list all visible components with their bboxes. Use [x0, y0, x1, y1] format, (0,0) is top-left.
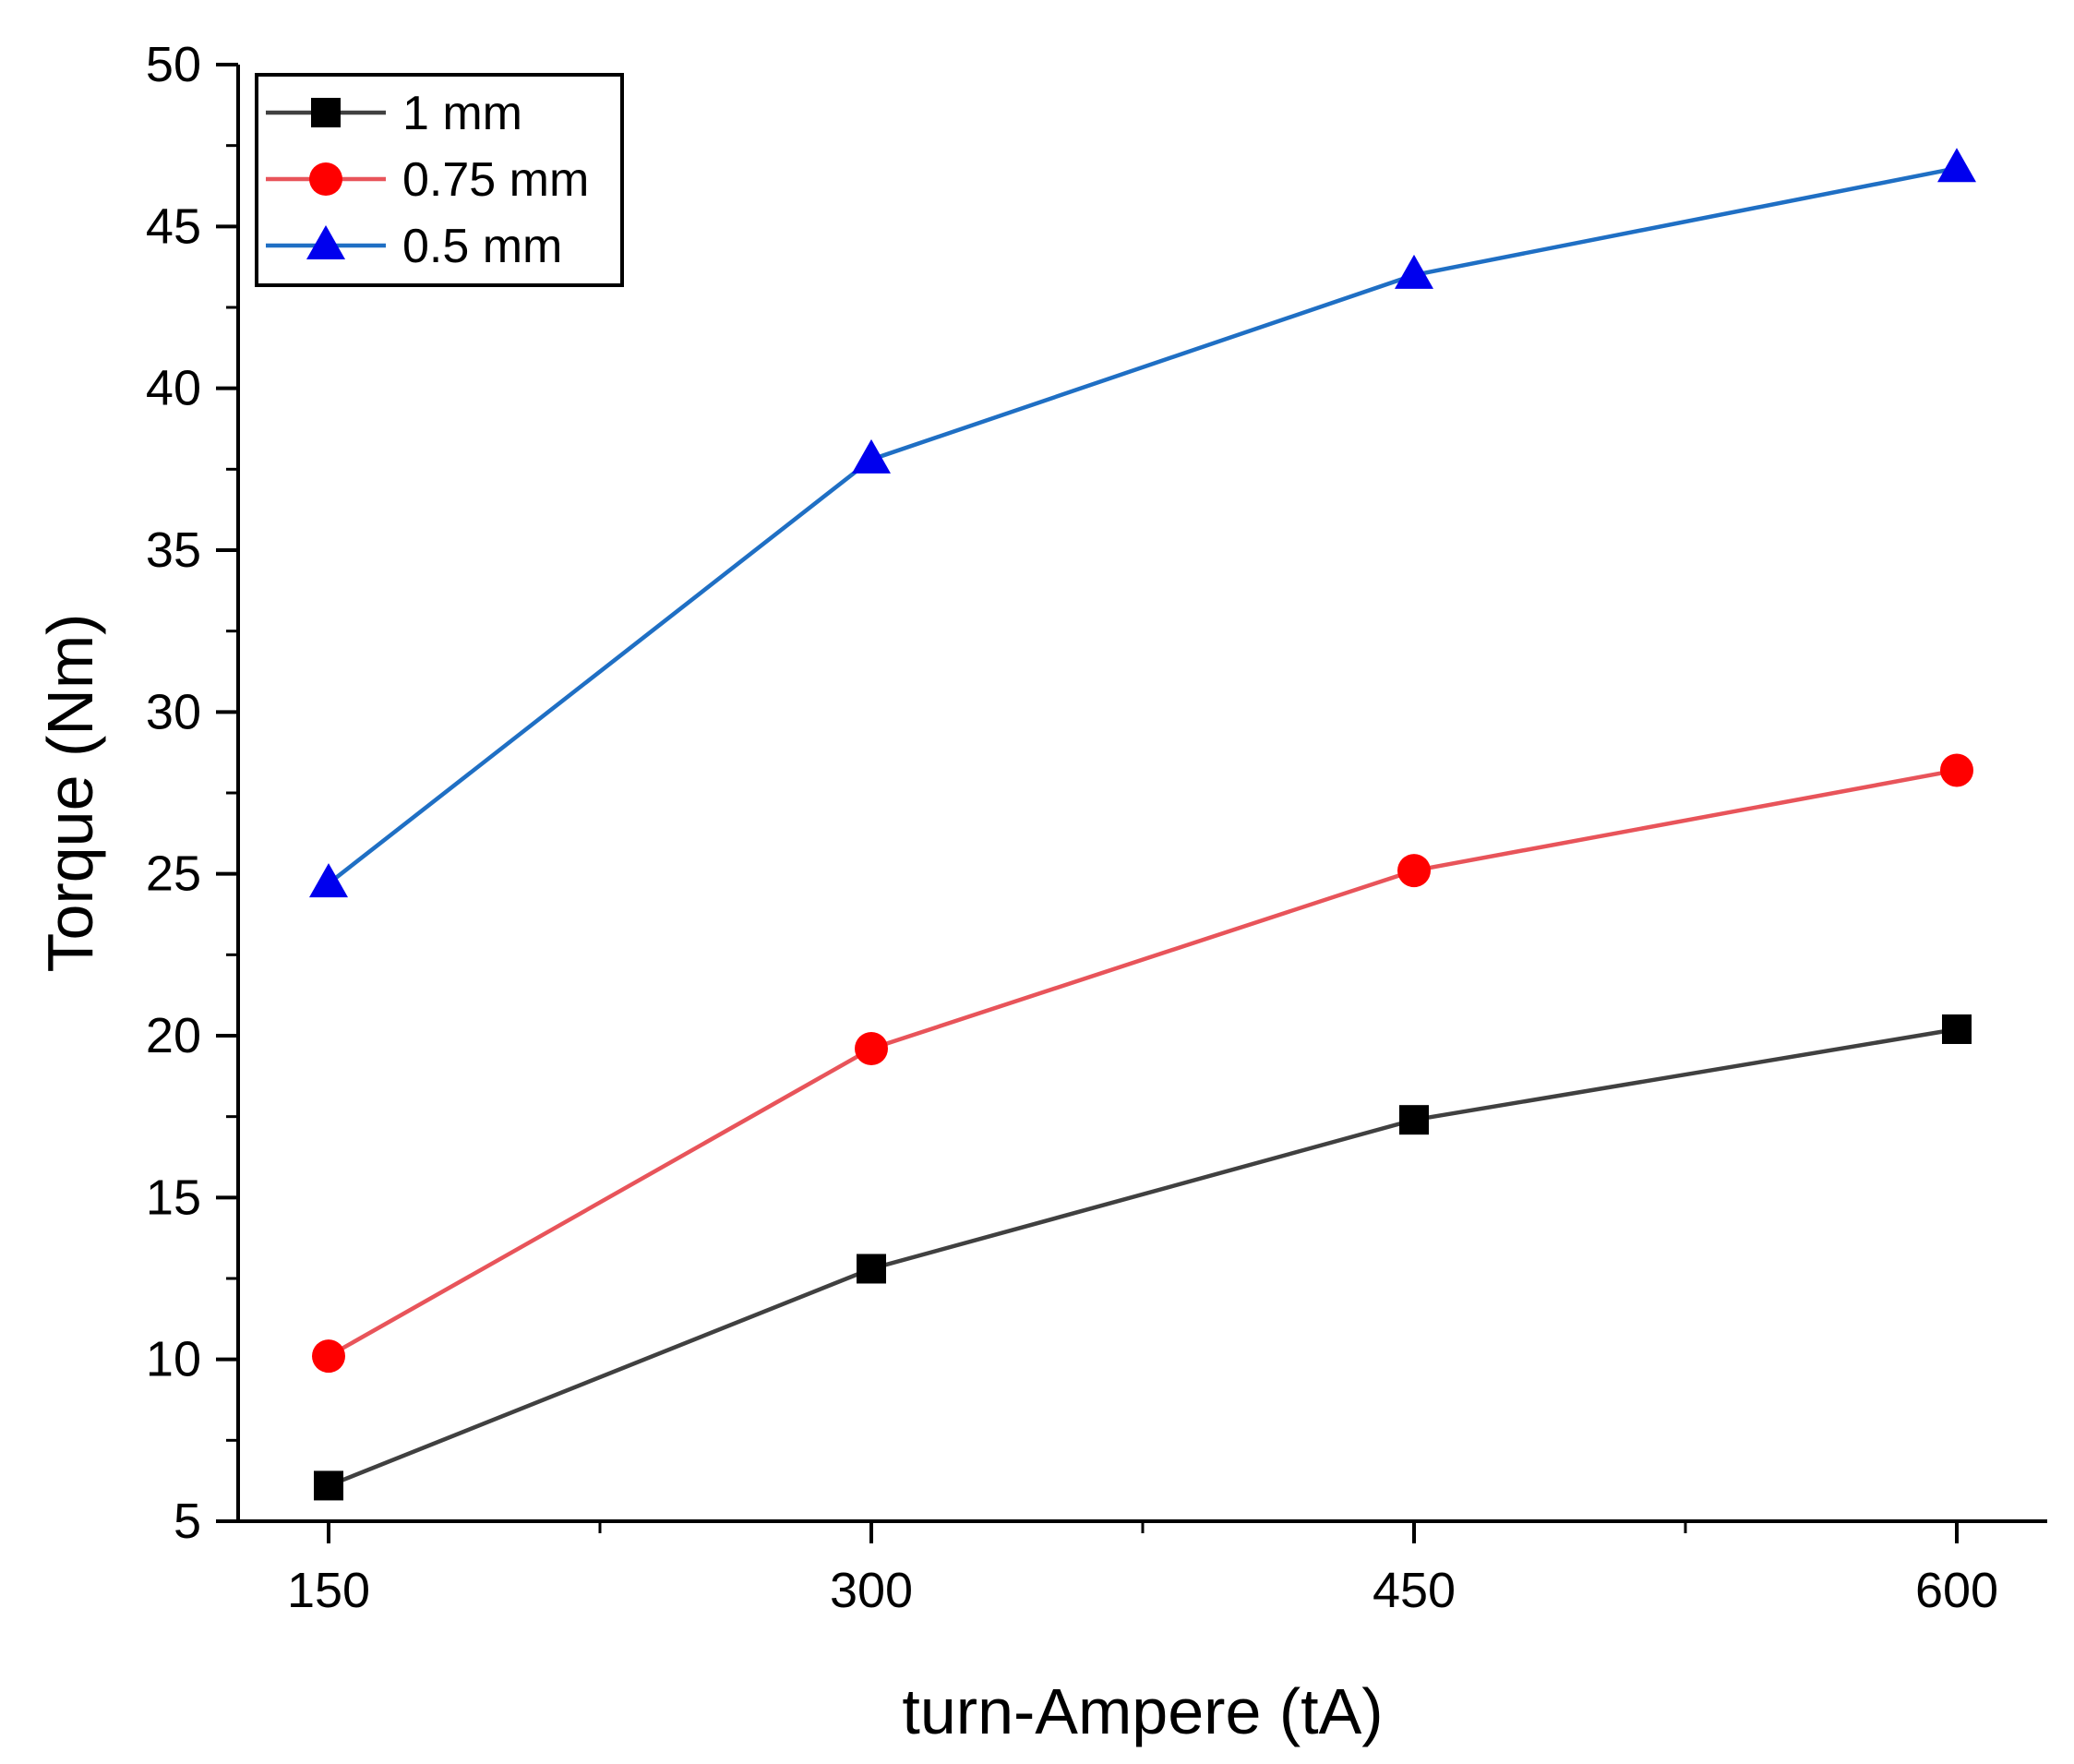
axes: 5 10 15 20 25 30 35 40 45 50 150 300 450 600 — [146, 37, 2047, 1618]
x-axis-title: turn-Ampere (tA) — [902, 1675, 1383, 1747]
x-tick-label: 150 — [287, 1563, 370, 1618]
series-line — [327, 768, 1958, 1359]
x-tick-label: 600 — [1915, 1563, 1998, 1618]
series-line — [328, 1026, 1958, 1488]
legend-label: 1 mm — [402, 87, 522, 140]
legend-marker — [306, 225, 345, 259]
series-2 — [309, 148, 1976, 898]
data-point — [1940, 753, 1973, 787]
legend: 1 mm 0.75 mm 0.5 mm — [255, 73, 624, 287]
y-tick-label: 15 — [146, 1170, 201, 1225]
y-tick-label: 45 — [146, 198, 201, 254]
data-point — [314, 1470, 343, 1501]
y-tick-label: 20 — [146, 1008, 201, 1063]
y-tick-label: 50 — [146, 37, 201, 92]
series-layer — [309, 148, 1976, 1501]
data-point — [1395, 254, 1433, 289]
data-point — [312, 1339, 345, 1374]
data-point — [855, 1032, 888, 1066]
x-tick-label: 450 — [1373, 1563, 1456, 1618]
y-tick-label: 25 — [146, 846, 201, 902]
data-point — [852, 438, 891, 474]
data-point — [1397, 854, 1431, 888]
y-tick-label: 10 — [146, 1332, 201, 1387]
y-axis-title: Torque (Nm) — [34, 614, 106, 973]
y-tick-label: 5 — [174, 1494, 201, 1549]
series-line — [327, 166, 1958, 885]
legend-marker — [311, 98, 341, 127]
data-point — [1942, 1014, 1972, 1044]
data-point — [1399, 1105, 1429, 1135]
legend-label: 0.75 mm — [402, 153, 589, 207]
data-point — [1937, 148, 1976, 183]
data-point — [309, 863, 348, 898]
y-tick-label: 30 — [146, 684, 201, 739]
x-tick-label: 300 — [830, 1563, 913, 1618]
series-1 — [312, 753, 1973, 1374]
series-0 — [314, 1014, 1972, 1501]
y-tick-label: 40 — [146, 361, 201, 416]
data-point — [857, 1254, 886, 1284]
y-tick-label: 35 — [146, 522, 201, 578]
legend-marker — [309, 162, 342, 196]
legend-label: 0.5 mm — [402, 220, 562, 273]
